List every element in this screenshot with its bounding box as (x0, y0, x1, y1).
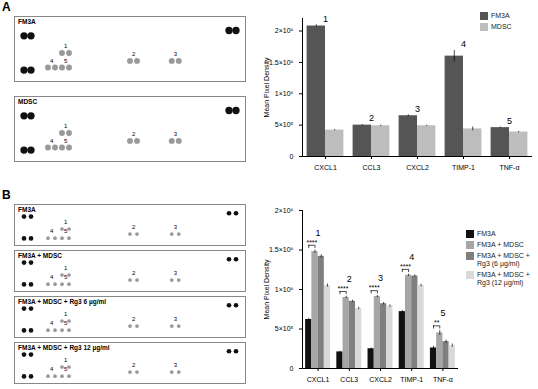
svg-text:2: 2 (132, 270, 136, 276)
svg-text:2: 2 (347, 274, 352, 284)
svg-text:****: **** (400, 263, 411, 270)
svg-text:4: 4 (50, 366, 54, 372)
svg-text:1.5×10⁶: 1.5×10⁶ (269, 246, 294, 253)
svg-text:5: 5 (64, 138, 68, 144)
svg-text:3: 3 (174, 316, 178, 322)
svg-text:0: 0 (290, 153, 294, 160)
html-text:A: A (2, 0, 11, 14)
svg-text:TIMP-1: TIMP-1 (400, 376, 423, 383)
svg-text:5: 5 (64, 228, 68, 234)
svg-text:CXCL1: CXCL1 (307, 376, 330, 383)
svg-text:FM3A + MDSC: FM3A + MDSC (18, 252, 62, 259)
svg-text:5: 5 (64, 58, 68, 64)
svg-text:3: 3 (174, 224, 178, 230)
svg-text:0: 0 (290, 365, 294, 372)
svg-text:MDSC: MDSC (18, 98, 37, 105)
svg-text:1: 1 (64, 43, 68, 49)
svg-text:2: 2 (132, 362, 136, 368)
svg-text:5×10⁵: 5×10⁵ (275, 121, 294, 128)
svg-text:1.5×10⁶: 1.5×10⁶ (269, 59, 294, 66)
html-text:FM3A: FM3A (491, 12, 510, 19)
svg-text:CXCL2: CXCL2 (406, 164, 429, 171)
svg-text:CXCL1: CXCL1 (314, 164, 337, 171)
svg-text:CCL3: CCL3 (340, 376, 358, 383)
svg-text:3: 3 (174, 270, 178, 276)
svg-text:2: 2 (132, 224, 136, 230)
svg-text:****: **** (369, 284, 380, 291)
svg-text:1×10⁶: 1×10⁶ (275, 90, 294, 97)
svg-text:4: 4 (50, 274, 54, 280)
svg-text:1: 1 (64, 123, 68, 129)
svg-text:FM3A + MDSC + Rg3 6 µg/ml: FM3A + MDSC + Rg3 6 µg/ml (18, 298, 106, 306)
svg-text:2×10⁶: 2×10⁶ (275, 207, 294, 214)
svg-text:CCL3: CCL3 (363, 164, 381, 171)
svg-text:4: 4 (50, 320, 54, 326)
svg-text:3: 3 (174, 51, 178, 57)
svg-text:5: 5 (64, 274, 68, 280)
html-text:FM3A + MDSC + Rg3 (6 µg/ml): FM3A + MDSC + Rg3 (6 µg/ml) (477, 252, 530, 267)
svg-text:Mean Pixel Density: Mean Pixel Density (263, 57, 271, 117)
svg-text:5: 5 (440, 308, 445, 318)
svg-text:5: 5 (64, 366, 68, 372)
svg-text:3: 3 (174, 131, 178, 137)
svg-text:1×10⁶: 1×10⁶ (275, 286, 294, 293)
svg-text:FM3A + MDSC + Rg3 12 µg/ml: FM3A + MDSC + Rg3 12 µg/ml (18, 344, 110, 352)
svg-text:FM3A: FM3A (18, 18, 36, 25)
svg-text:1: 1 (64, 265, 68, 271)
svg-text:4: 4 (461, 39, 466, 49)
svg-text:2: 2 (369, 113, 374, 123)
svg-text:1: 1 (64, 357, 68, 363)
svg-text:1: 1 (316, 228, 321, 238)
svg-text:1: 1 (64, 311, 68, 317)
svg-text:4: 4 (50, 58, 54, 64)
html-text:FM3A + MDSC: FM3A + MDSC (477, 241, 524, 248)
html-text:FM3A + MDSC + Rg3 (12 µg/ml): FM3A + MDSC + Rg3 (12 µg/ml) (477, 271, 530, 286)
svg-text:FM3A: FM3A (18, 206, 36, 213)
svg-text:5: 5 (64, 320, 68, 326)
svg-text:1: 1 (323, 14, 328, 24)
html-text:MDSC: MDSC (491, 23, 512, 30)
html-text:B: B (2, 188, 11, 202)
svg-text:****: **** (338, 285, 349, 292)
svg-text:2×10⁶: 2×10⁶ (275, 27, 294, 34)
svg-text:4: 4 (50, 138, 54, 144)
svg-text:TNF-α: TNF-α (500, 164, 520, 171)
svg-text:3: 3 (378, 273, 383, 283)
svg-text:1: 1 (64, 219, 68, 225)
svg-text:5×10⁵: 5×10⁵ (275, 325, 294, 332)
svg-text:CXCL2: CXCL2 (369, 376, 392, 383)
svg-text:2: 2 (132, 131, 136, 137)
svg-text:Mean Pixel Density: Mean Pixel Density (263, 259, 271, 319)
svg-text:2: 2 (132, 51, 136, 57)
svg-text:2: 2 (132, 316, 136, 322)
svg-text:****: **** (306, 239, 317, 246)
svg-text:TNF-α: TNF-α (433, 376, 453, 383)
svg-text:4: 4 (50, 228, 54, 234)
svg-text:3: 3 (415, 104, 420, 114)
svg-text:5: 5 (507, 116, 512, 126)
svg-text:3: 3 (174, 362, 178, 368)
svg-text:TIMP-1: TIMP-1 (452, 164, 475, 171)
html-text:FM3A: FM3A (477, 230, 496, 237)
svg-text:4: 4 (409, 252, 414, 262)
svg-text:**: ** (434, 319, 440, 326)
